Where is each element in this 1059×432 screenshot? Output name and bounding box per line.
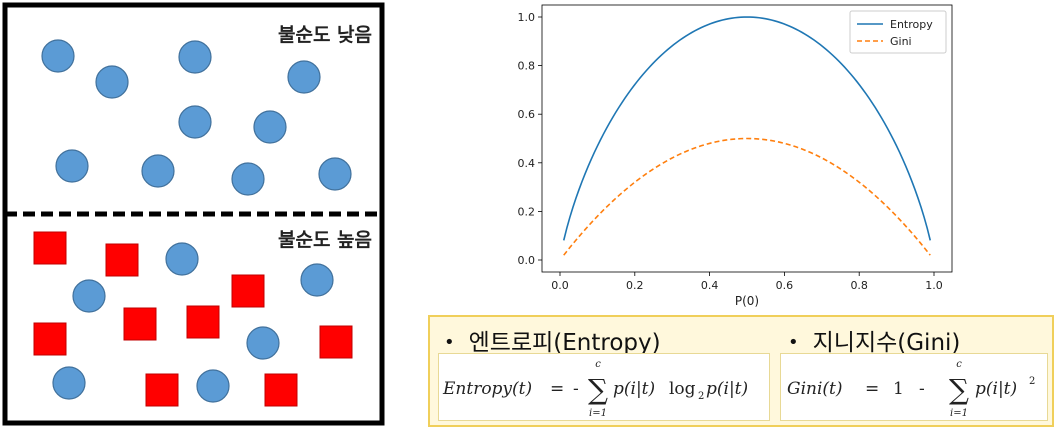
blue-circle [197,370,229,402]
x-tick-label: 1.0 [925,279,943,292]
legend-label-gini: Gini [890,35,912,48]
entropy-p1: p(i|t) [613,379,655,399]
gini-sum-bottom: i=1 [950,408,968,419]
entropy-lhs: Entropy(t) [442,379,532,399]
blue-circle [142,155,174,187]
x-axis-label: P(0) [735,294,759,308]
y-tick-label: 0.6 [518,108,536,121]
y-tick-label: 0.2 [518,205,536,218]
red-square [34,232,66,264]
y-tick-label: 0.8 [518,60,536,73]
entropy-sum-top: c [595,359,601,370]
x-tick-label: 0.6 [776,279,794,292]
blue-circle [96,66,128,98]
blue-circle [232,163,264,195]
gini-one: 1 [893,379,904,399]
impurity-diagram: 불순도 낮음 불순도 높음 [0,0,390,432]
y-tick-label: 1.0 [518,11,536,24]
red-square [146,374,178,406]
entropy-sum-symbol: ∑ [588,373,608,406]
blue-circle [319,158,351,190]
legend-label-entropy: Entropy [890,18,933,31]
blue-circle [166,243,198,275]
x-tick-label: 0.4 [701,279,719,292]
low-impurity-label: 불순도 낮음 [278,24,372,46]
bullet-dot: • [444,332,455,353]
entropy-equals: = [550,379,564,399]
blue-circle [42,40,74,72]
x-tick-label: 0.8 [850,279,868,292]
gini-formula-panel: Gini(t) = 1 - c ∑ i=1 p(i|t) 2 [780,353,1048,421]
blue-circle [53,367,85,399]
blue-circle [247,327,279,359]
blue-circle [254,111,286,143]
gini-minus: - [919,379,925,399]
gini-equals: = [865,379,879,399]
blue-circle [179,106,211,138]
gini-formula: Gini(t) = 1 - c ∑ i=1 p(i|t) 2 [781,354,1047,420]
red-square [265,374,297,406]
blue-circle [301,264,333,296]
blue-circle [73,280,105,312]
red-square [124,308,156,340]
red-square [320,326,352,358]
formula-box: • 엔트로피(Entropy) • 지니지수(Gini) Entropy(t) = … [428,315,1054,427]
gini-title: • 지니지수(Gini) [788,323,960,357]
blue-circle [56,150,88,182]
gini-sum-top: c [956,359,962,370]
entropy-log: log [669,379,696,399]
entropy-sum-bottom: i=1 [589,408,607,419]
entropy-minus: - [573,379,579,399]
blue-circle [288,61,320,93]
gini-p: p(i|t) [975,379,1017,399]
bullet-dot: • [788,332,799,353]
high-impurity-label: 불순도 높음 [278,229,372,251]
entropy-title: • 엔트로피(Entropy) [444,323,661,357]
entropy-formula: Entropy(t) = - c ∑ i=1 p(i|t) log 2 p(i|… [439,354,769,420]
red-square [187,306,219,338]
y-tick-label: 0.4 [518,157,536,170]
impurity-chart: 0.0 0.2 0.4 0.6 0.8 1.0 0.0 0.2 0.4 0.6 0.8 1.0 P(0)… [500,0,960,310]
y-tick-label: 0.0 [518,254,536,267]
gini-sum-symbol: ∑ [949,373,969,406]
gini-lhs: Gini(t) [787,379,843,399]
entropy-log-base: 2 [698,391,704,402]
red-square [232,275,264,307]
x-tick-label: 0.2 [626,279,644,292]
red-square [34,323,66,355]
blue-circle [179,41,211,73]
x-tick-label: 0.0 [551,279,569,292]
red-square [106,244,138,276]
entropy-formula-panel: Entropy(t) = - c ∑ i=1 p(i|t) log 2 p(i|… [438,353,770,421]
entropy-p2: p(i|t) [706,379,748,399]
gini-exponent: 2 [1029,376,1035,387]
